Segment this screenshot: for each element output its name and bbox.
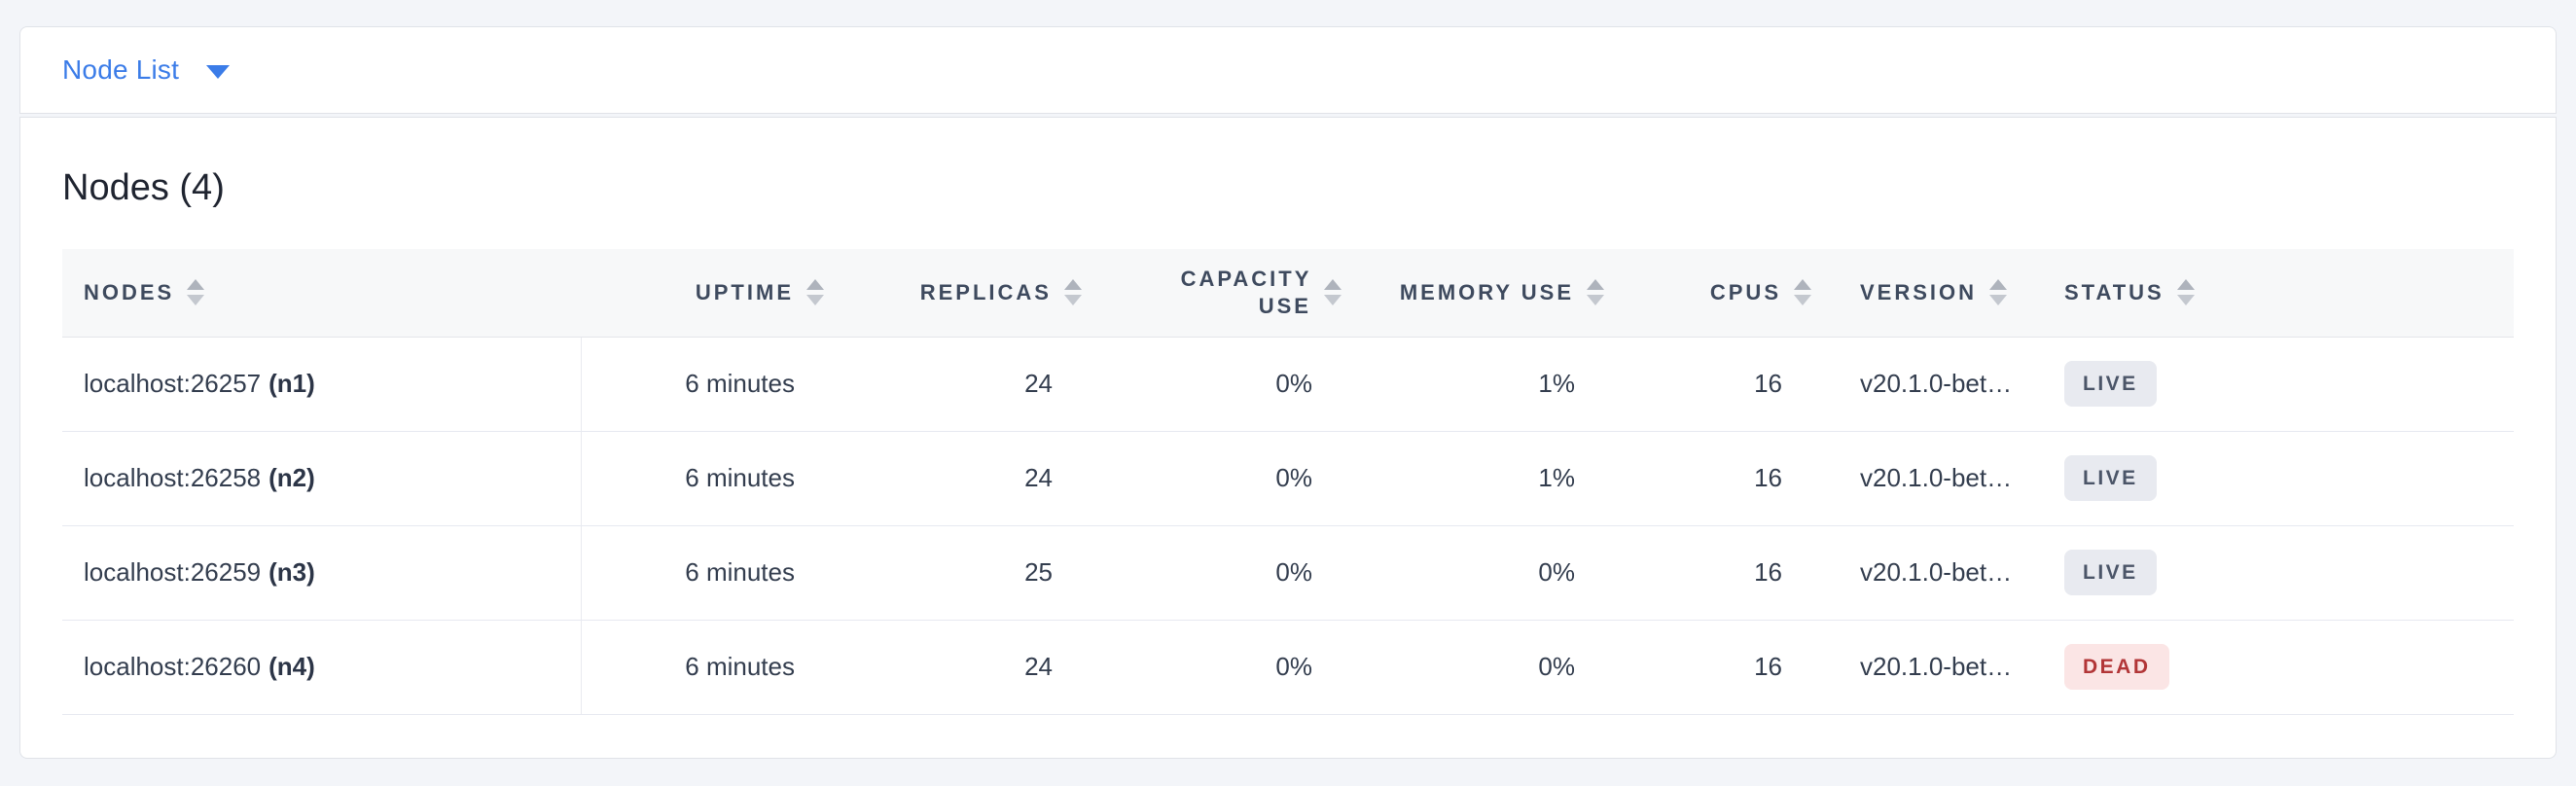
node-id: (n3): [268, 557, 315, 587]
sort-icon: [1064, 279, 1082, 306]
cell-uptime: 6 minutes: [581, 525, 857, 621]
cell-cpus: 16: [1637, 337, 1844, 432]
node-id: (n2): [268, 463, 315, 492]
cell-node-address: localhost:26259 (n3): [62, 525, 582, 621]
node-address-link[interactable]: localhost:26258: [84, 463, 262, 492]
cell-capacity-use: 0%: [1115, 620, 1375, 715]
cell-replicas: 24: [857, 620, 1115, 715]
cell-memory-use: 1%: [1375, 337, 1637, 432]
cell-cpus: 16: [1637, 431, 1844, 526]
column-header-status[interactable]: STATUS: [2049, 249, 2514, 338]
sort-icon: [1587, 279, 1604, 306]
node-id: (n1): [268, 369, 315, 398]
cell-capacity-use: 0%: [1115, 525, 1375, 621]
cell-cpus: 16: [1637, 525, 1844, 621]
cell-capacity-use: 0%: [1115, 337, 1375, 432]
cell-memory-use: 1%: [1375, 431, 1637, 526]
cell-replicas: 25: [857, 525, 1115, 621]
column-header-uptime[interactable]: UPTIME: [581, 249, 857, 338]
column-header-memory-use[interactable]: MEMORY USE: [1375, 249, 1637, 338]
cell-uptime: 6 minutes: [581, 620, 857, 715]
cell-status: DEAD: [2049, 620, 2514, 715]
status-badge: LIVE: [2064, 550, 2157, 595]
status-badge: LIVE: [2064, 455, 2157, 501]
sort-icon: [187, 279, 205, 306]
cell-status: LIVE: [2049, 431, 2514, 526]
cell-memory-use: 0%: [1375, 620, 1637, 715]
column-header-nodes[interactable]: NODES: [62, 249, 581, 338]
cell-version: v20.1.0-bet…: [1844, 431, 2049, 526]
table-row[interactable]: localhost:26260 (n4) 6 minutes 24 0% 0% 1…: [62, 620, 2514, 715]
cell-uptime: 6 minutes: [581, 337, 857, 432]
cell-status: LIVE: [2049, 525, 2514, 621]
table-row[interactable]: localhost:26257 (n1) 6 minutes 24 0% 1% 1…: [62, 337, 2514, 432]
cell-node-address: localhost:26257 (n1): [62, 337, 582, 432]
status-badge: LIVE: [2064, 361, 2157, 407]
cell-uptime: 6 minutes: [581, 431, 857, 526]
sort-icon: [1794, 279, 1811, 306]
table-row[interactable]: localhost:26259 (n3) 6 minutes 25 0% 0% 1…: [62, 525, 2514, 621]
node-list-dropdown-label: Node List: [62, 54, 180, 85]
cell-capacity-use: 0%: [1115, 431, 1375, 526]
column-header-cpus[interactable]: CPUS: [1637, 249, 1844, 338]
column-header-replicas[interactable]: REPLICAS: [857, 249, 1115, 338]
sort-icon: [1324, 279, 1342, 306]
cell-version: v20.1.0-bet…: [1844, 620, 2049, 715]
nodes-panel: Nodes (4) NODES UPTIME REPLICAS: [19, 117, 2557, 759]
cell-cpus: 16: [1637, 620, 1844, 715]
sort-icon: [1989, 279, 2008, 306]
cell-version: v20.1.0-bet…: [1844, 337, 2049, 432]
sort-icon: [2176, 279, 2195, 306]
table-header-row: NODES UPTIME REPLICAS CAPACITY USE MEMOR…: [62, 249, 2514, 338]
cell-node-address: localhost:26258 (n2): [62, 431, 582, 526]
sort-icon: [806, 279, 824, 306]
node-id: (n4): [268, 652, 315, 681]
node-address-link[interactable]: localhost:26257: [84, 369, 262, 398]
page-title: Nodes (4): [62, 167, 225, 208]
node-list-dropdown[interactable]: Node List: [62, 54, 231, 86]
table-row[interactable]: localhost:26258 (n2) 6 minutes 24 0% 1% 1…: [62, 431, 2514, 526]
cell-memory-use: 0%: [1375, 525, 1637, 621]
cell-version: v20.1.0-bet…: [1844, 525, 2049, 621]
caret-down-icon: [206, 64, 231, 79]
cell-node-address: localhost:26260 (n4): [62, 620, 582, 715]
node-address-link[interactable]: localhost:26259: [84, 557, 262, 587]
status-badge: DEAD: [2064, 644, 2169, 690]
view-selector-bar: Node List: [19, 26, 2557, 114]
cell-replicas: 24: [857, 431, 1115, 526]
node-address-link[interactable]: localhost:26260: [84, 652, 262, 681]
column-header-capacity-use[interactable]: CAPACITY USE: [1115, 249, 1375, 338]
cell-status: LIVE: [2049, 337, 2514, 432]
nodes-table: NODES UPTIME REPLICAS CAPACITY USE MEMOR…: [62, 249, 2514, 715]
column-header-version[interactable]: VERSION: [1844, 249, 2049, 338]
cell-replicas: 24: [857, 337, 1115, 432]
